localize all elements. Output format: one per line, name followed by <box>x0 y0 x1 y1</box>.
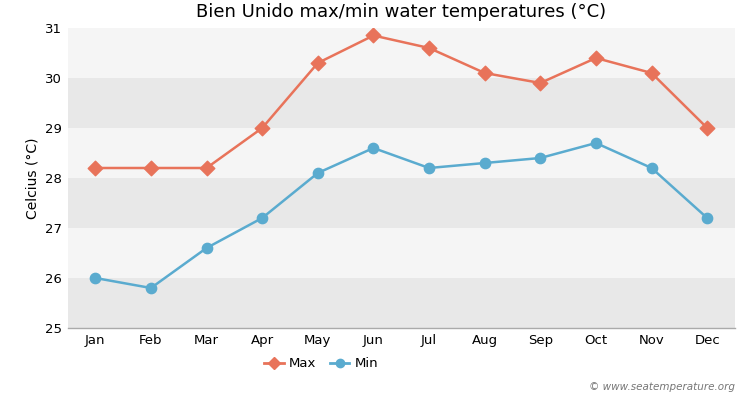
Point <box>368 145 380 151</box>
Point <box>534 80 546 86</box>
Point <box>312 60 324 66</box>
Point <box>590 140 602 146</box>
Point <box>478 160 490 166</box>
Y-axis label: Celcius (°C): Celcius (°C) <box>26 137 40 219</box>
Point <box>256 215 268 221</box>
Bar <box>68 178 735 228</box>
Point <box>256 125 268 131</box>
Bar <box>68 128 735 178</box>
Bar <box>68 28 735 78</box>
Point <box>646 165 658 171</box>
Title: Bien Unido max/min water temperatures (°C): Bien Unido max/min water temperatures (°… <box>196 3 606 21</box>
Point <box>590 55 602 61</box>
Point <box>89 165 101 171</box>
Point <box>312 170 324 176</box>
Point <box>423 165 435 171</box>
Point <box>368 32 380 39</box>
Point <box>423 45 435 51</box>
Bar <box>68 228 735 278</box>
Point <box>646 70 658 76</box>
Point <box>534 155 546 161</box>
Point <box>701 125 713 131</box>
Point <box>89 275 101 281</box>
Text: © www.seatemperature.org: © www.seatemperature.org <box>589 382 735 392</box>
Bar <box>68 278 735 328</box>
Legend: Max, Min: Max, Min <box>259 352 383 376</box>
Point <box>478 70 490 76</box>
Point <box>145 165 157 171</box>
Point <box>145 285 157 291</box>
Point <box>701 215 713 221</box>
Point <box>200 165 212 171</box>
Point <box>200 245 212 251</box>
Bar <box>68 78 735 128</box>
